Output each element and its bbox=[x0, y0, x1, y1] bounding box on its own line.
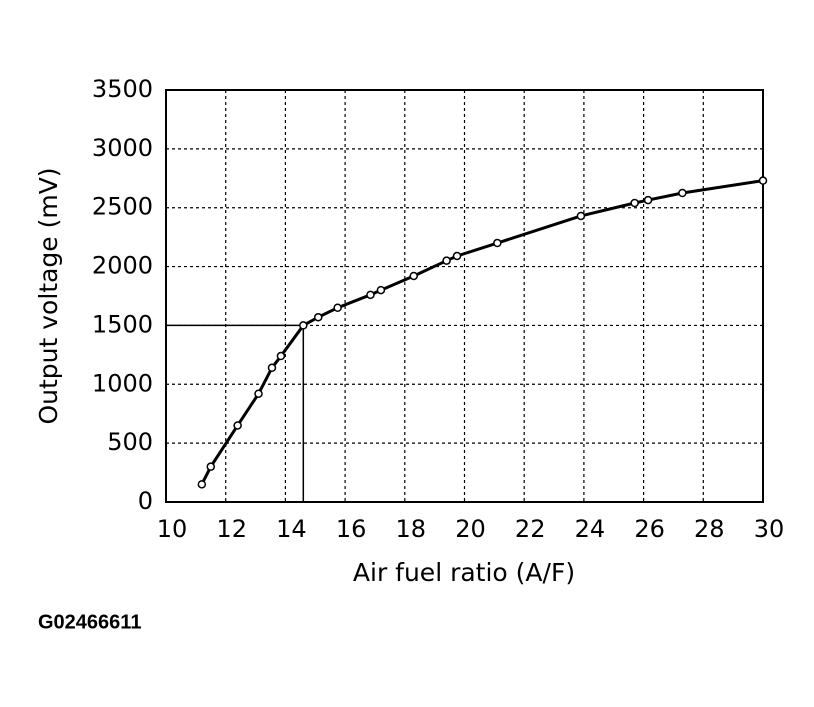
data-point bbox=[678, 188, 687, 198]
x-tick-label: 18 bbox=[396, 515, 427, 543]
caption: G02466611 bbox=[38, 611, 141, 633]
x-tick-label: 14 bbox=[276, 515, 307, 543]
y-tick-label: 1000 bbox=[92, 369, 153, 397]
y-tick-label: 500 bbox=[107, 428, 153, 456]
x-axis-label: Air fuel ratio (A/F) bbox=[353, 558, 575, 587]
data-point bbox=[576, 211, 586, 221]
data-point bbox=[758, 176, 768, 185]
data-point bbox=[366, 290, 375, 300]
y-tick-label: 1500 bbox=[92, 310, 153, 338]
data-point bbox=[442, 256, 451, 265]
x-tick-label: 20 bbox=[455, 515, 486, 543]
y-axis-label: Output voltage (mV) bbox=[34, 167, 63, 424]
y-tick-label: 0 bbox=[138, 487, 153, 515]
data-point bbox=[643, 195, 653, 205]
plot-frame bbox=[165, 89, 764, 503]
data-point bbox=[452, 251, 462, 261]
data-point bbox=[493, 238, 502, 248]
data-point bbox=[254, 389, 263, 398]
data-line bbox=[200, 179, 764, 486]
x-tick-label: 12 bbox=[216, 515, 247, 543]
y-tick-label: 2000 bbox=[92, 252, 153, 280]
x-tick-label: 26 bbox=[634, 515, 665, 543]
x-tick-label: 24 bbox=[575, 515, 606, 543]
x-tick-label: 10 bbox=[157, 515, 188, 543]
data-point bbox=[376, 285, 386, 295]
x-tick-label: 28 bbox=[694, 515, 725, 543]
data-point bbox=[233, 421, 242, 430]
data-point bbox=[267, 363, 277, 373]
y-tick-label: 3000 bbox=[92, 134, 153, 162]
x-tick-label: 30 bbox=[754, 515, 785, 543]
data-point bbox=[206, 462, 216, 471]
data-point bbox=[409, 271, 419, 281]
y-tick-label: 3500 bbox=[92, 75, 153, 103]
data-point bbox=[333, 303, 342, 313]
y-tick-label: 2500 bbox=[92, 193, 153, 221]
data-point bbox=[313, 312, 323, 322]
x-tick-label: 16 bbox=[336, 515, 367, 543]
data-point bbox=[276, 351, 286, 361]
data-point bbox=[197, 480, 207, 489]
data-point bbox=[299, 321, 308, 330]
x-tick-label: 22 bbox=[515, 515, 546, 543]
data-point bbox=[630, 198, 639, 208]
